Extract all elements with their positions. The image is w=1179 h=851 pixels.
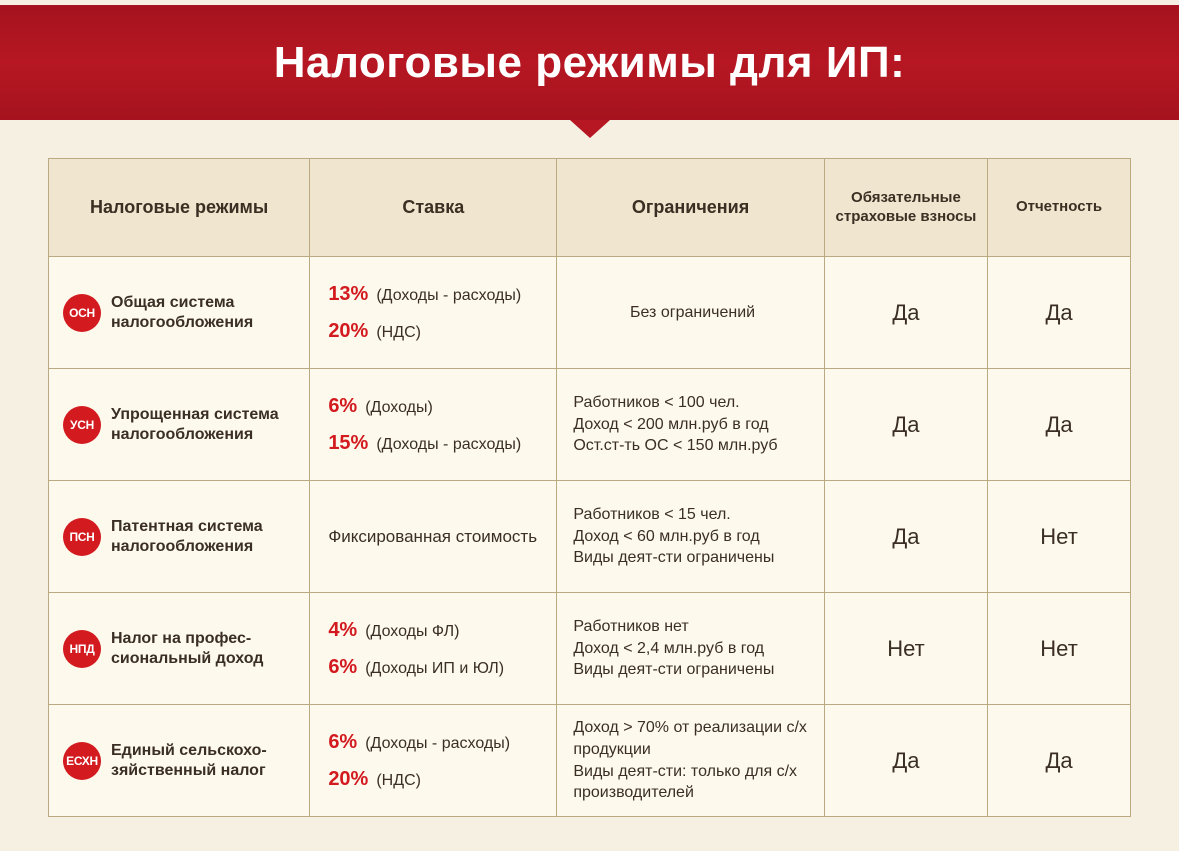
- rate-note: (Доходы - расходы): [365, 735, 510, 753]
- tax-regimes-table: Налоговые режимы Ставка Ограничения Обяз…: [48, 158, 1131, 817]
- regime-name: Общая система налогообложения: [111, 293, 297, 333]
- contrib-cell: Да: [824, 257, 987, 369]
- rate-line: 6% (Доходы): [328, 395, 542, 418]
- regime-badge: НПД: [63, 630, 101, 668]
- report-cell: Да: [988, 705, 1131, 817]
- limits-line: Виды деят-сти ограничены: [573, 547, 811, 569]
- report-cell: Да: [988, 369, 1131, 481]
- rate-line: 4% (Доходы ФЛ): [328, 619, 542, 642]
- col-header-limits: Ограничения: [557, 159, 824, 257]
- rate-fixed: Фиксированная стоимость: [328, 527, 542, 547]
- rate-note: (Доходы ФЛ): [365, 623, 459, 641]
- table-row: НПД Налог на профес-сиональный доход 4% (До…: [49, 593, 1131, 705]
- limits-line: Без ограничений: [630, 302, 755, 324]
- rate-line: 15% (Доходы - расходы): [328, 432, 542, 455]
- limits-cell: Работников < 100 чел.Доход < 200 млн.руб…: [557, 369, 823, 480]
- col-header-contrib: Обязательные страховые взносы: [824, 159, 987, 257]
- table-row: ОСН Общая система налогообложения 13% (Дохо…: [49, 257, 1131, 369]
- regime-name: Налог на профес-сиональный доход: [111, 629, 297, 669]
- limits-line: Доход < 200 млн.руб в год: [573, 414, 811, 436]
- col-header-report: Отчетность: [988, 159, 1131, 257]
- contrib-cell: Да: [824, 705, 987, 817]
- regime-cell: УСН Упрощенная система налогообложения: [49, 369, 309, 480]
- limits-line: Работников нет: [573, 616, 811, 638]
- contrib-cell: Да: [824, 481, 987, 593]
- rate-line: 6% (Доходы ИП и ЮЛ): [328, 656, 542, 679]
- rate-percent: 15%: [328, 432, 368, 455]
- rate-cell: 4% (Доходы ФЛ) 6% (Доходы ИП и ЮЛ): [310, 593, 556, 704]
- limits-line: Доход > 70% от реализации с/х продукции: [573, 717, 811, 760]
- limits-cell: Без ограничений: [557, 257, 823, 368]
- table-row: УСН Упрощенная система налогообложения 6% (…: [49, 369, 1131, 481]
- limits-line: Доход < 2,4 млн.руб в год: [573, 638, 811, 660]
- rate-note: (Доходы): [365, 399, 433, 417]
- rate-cell: 6% (Доходы) 15% (Доходы - расходы): [310, 369, 556, 480]
- regime-badge: ПСН: [63, 518, 101, 556]
- regime-badge: УСН: [63, 406, 101, 444]
- header-banner: Налоговые режимы для ИП:: [0, 0, 1179, 120]
- page-title: Налоговые режимы для ИП:: [274, 38, 905, 88]
- regime-cell: ПСН Патентная система налогообложения: [49, 481, 309, 592]
- rate-note: (НДС): [376, 772, 421, 790]
- report-cell: Нет: [988, 481, 1131, 593]
- regime-cell: НПД Налог на профес-сиональный доход: [49, 593, 309, 704]
- col-header-rate: Ставка: [310, 159, 557, 257]
- regime-cell: ЕСХН Единый сельскохо-зяйственный налог: [49, 705, 309, 816]
- rate-cell: 6% (Доходы - расходы) 20% (НДС): [310, 705, 556, 816]
- report-cell: Да: [988, 257, 1131, 369]
- limits-cell: Доход > 70% от реализации с/х продукцииВ…: [557, 705, 823, 816]
- regime-badge: ЕСХН: [63, 742, 101, 780]
- limits-line: Доход < 60 млн.руб в год: [573, 526, 811, 548]
- limits-line: Виды деят-сти ограничены: [573, 659, 811, 681]
- limits-line: Виды деят-сти: только для с/х производит…: [573, 761, 811, 804]
- rate-line: 20% (НДС): [328, 768, 542, 791]
- regime-badge: ОСН: [63, 294, 101, 332]
- limits-line: Работников < 100 чел.: [573, 392, 811, 414]
- regime-cell: ОСН Общая система налогообложения: [49, 257, 309, 368]
- rate-percent: 4%: [328, 619, 357, 642]
- rate-percent: 6%: [328, 731, 357, 754]
- col-header-regime: Налоговые режимы: [49, 159, 310, 257]
- rate-percent: 20%: [328, 320, 368, 343]
- table-header-row: Налоговые режимы Ставка Ограничения Обяз…: [49, 159, 1131, 257]
- rate-cell: Фиксированная стоимость: [310, 481, 556, 592]
- table-row: ПСН Патентная система налогообложения Фикс…: [49, 481, 1131, 593]
- rate-percent: 6%: [328, 656, 357, 679]
- limits-cell: Работников < 15 чел.Доход < 60 млн.руб в…: [557, 481, 823, 592]
- rate-note: (Доходы - расходы): [376, 436, 521, 454]
- limits-line: Ост.ст-ть ОС < 150 млн.руб: [573, 435, 811, 457]
- contrib-cell: Нет: [824, 593, 987, 705]
- rate-percent: 20%: [328, 768, 368, 791]
- limits-cell: Работников нетДоход < 2,4 млн.руб в годВ…: [557, 593, 823, 704]
- limits-line: Работников < 15 чел.: [573, 504, 811, 526]
- rate-note: (Доходы ИП и ЮЛ): [365, 660, 504, 678]
- regime-name: Единый сельскохо-зяйственный налог: [111, 741, 297, 781]
- rate-percent: 13%: [328, 283, 368, 306]
- rate-line: 13% (Доходы - расходы): [328, 283, 542, 306]
- rate-line: 6% (Доходы - расходы): [328, 731, 542, 754]
- table-row: ЕСХН Единый сельскохо-зяйственный налог 6%…: [49, 705, 1131, 817]
- regime-name: Патентная система налогообложения: [111, 517, 297, 557]
- report-cell: Нет: [988, 593, 1131, 705]
- rate-note: (НДС): [376, 324, 421, 342]
- rate-line: 20% (НДС): [328, 320, 542, 343]
- contrib-cell: Да: [824, 369, 987, 481]
- rate-percent: 6%: [328, 395, 357, 418]
- rate-note: (Доходы - расходы): [376, 287, 521, 305]
- regime-name: Упрощенная система налогообложения: [111, 405, 297, 445]
- table-container: Налоговые режимы Ставка Ограничения Обяз…: [0, 120, 1179, 817]
- rate-cell: 13% (Доходы - расходы) 20% (НДС): [310, 257, 556, 368]
